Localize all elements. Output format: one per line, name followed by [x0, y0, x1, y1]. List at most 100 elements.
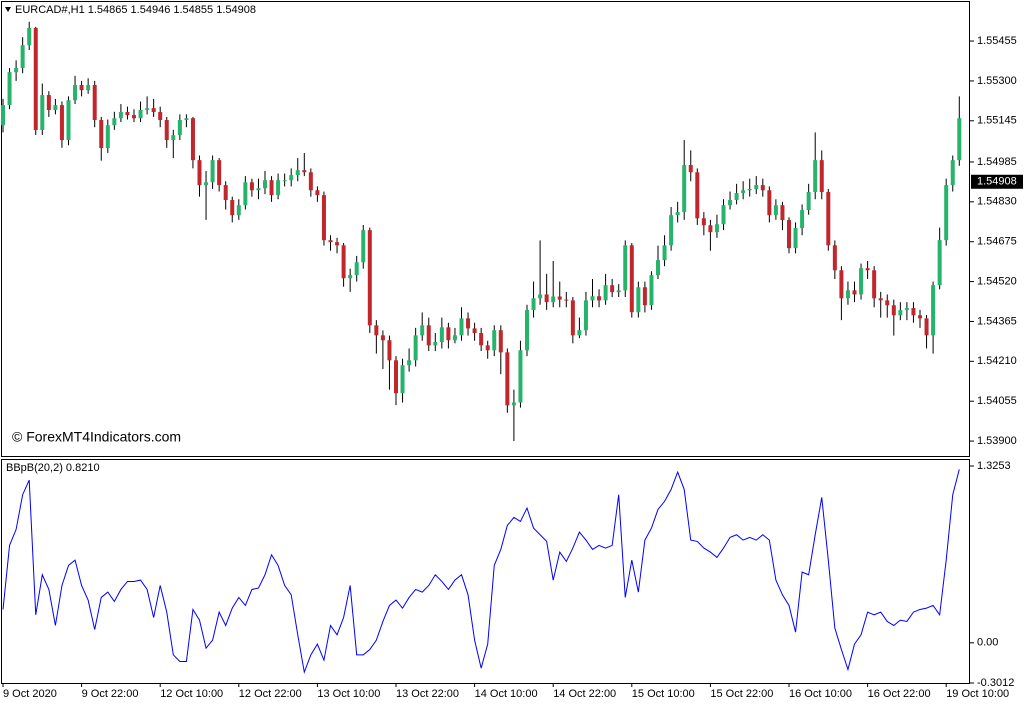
- candle-body: [387, 340, 392, 361]
- x-tick-label: 12 Oct 10:00: [160, 688, 223, 700]
- candle-body: [138, 109, 143, 119]
- candle-body: [184, 118, 189, 121]
- candle-body: [263, 180, 267, 189]
- candle-body: [813, 160, 818, 193]
- candle-body: [125, 112, 130, 116]
- candle-body: [701, 218, 706, 226]
- candle-body: [295, 170, 300, 176]
- candle-body: [256, 188, 261, 191]
- y-tick-label: 0.00: [977, 637, 998, 649]
- candle-body: [826, 192, 831, 246]
- y-tick-label: 1.53900: [977, 435, 1017, 447]
- y-tick-label: 1.54830: [977, 196, 1017, 208]
- candle-body: [20, 45, 25, 69]
- candle-body: [289, 175, 294, 181]
- candle-body: [904, 308, 909, 311]
- candle-body: [957, 118, 962, 161]
- x-tick-label: 13 Oct 10:00: [317, 688, 380, 700]
- candle-body: [321, 195, 326, 241]
- candle-body: [361, 230, 366, 263]
- candle-body: [459, 318, 464, 336]
- candle-body: [151, 108, 156, 113]
- candle-body: [773, 205, 778, 216]
- candle-body: [852, 290, 857, 295]
- candle-body: [158, 112, 163, 121]
- y-tick-label: 1.54520: [977, 275, 1017, 287]
- candle-body: [865, 268, 870, 271]
- candle-body: [498, 330, 503, 353]
- y-tick-label: 1.54210: [977, 355, 1017, 367]
- candle-body: [7, 72, 12, 106]
- candle-body: [760, 185, 765, 191]
- candle-body: [564, 299, 569, 301]
- candle-body: [472, 328, 477, 334]
- candle-body: [721, 205, 726, 225]
- candle-body: [911, 308, 916, 316]
- candle-body: [695, 172, 700, 219]
- candle-body: [531, 298, 536, 311]
- candle-body: [577, 330, 582, 336]
- price-panel: [1, 1, 970, 457]
- candle-body: [741, 190, 746, 194]
- candle-body: [243, 182, 248, 206]
- x-tick-label: 14 Oct 10:00: [475, 688, 538, 700]
- candle-body: [164, 120, 169, 141]
- x-tick-label: 15 Oct 22:00: [710, 688, 773, 700]
- candle-body: [145, 108, 150, 110]
- y-tick-label: 1.54675: [977, 236, 1017, 248]
- indicator-line: [2, 469, 960, 675]
- candle-body: [649, 275, 654, 306]
- candle-body: [354, 262, 359, 276]
- candle-body: [99, 120, 104, 149]
- x-tick-label: 12 Oct 22:00: [239, 688, 302, 700]
- candle-body: [341, 245, 346, 279]
- candle-body: [197, 160, 202, 186]
- candle-body: [190, 118, 195, 161]
- candle-body: [374, 325, 379, 336]
- candle-body: [931, 285, 936, 336]
- candle-body: [479, 333, 484, 346]
- candle-body: [33, 27, 38, 131]
- candle-body: [806, 192, 811, 211]
- candle-body: [819, 160, 824, 193]
- candle-body: [105, 125, 110, 149]
- candle-body: [1, 105, 5, 126]
- candle-body: [40, 95, 45, 131]
- candle-body: [86, 85, 91, 91]
- candle-body: [918, 315, 922, 319]
- y-tick-label: 1.54055: [977, 395, 1017, 407]
- candle-body: [466, 318, 471, 329]
- candle-body: [413, 335, 418, 361]
- current-price-box: [971, 174, 1023, 189]
- candle-body: [937, 240, 942, 286]
- candle-body: [728, 200, 733, 206]
- candle-body: [46, 95, 51, 110]
- candle-body: [452, 335, 457, 341]
- candle-body: [754, 185, 759, 189]
- candle-body: [236, 205, 241, 216]
- candle-body: [249, 182, 254, 191]
- candle-body: [367, 230, 372, 326]
- candle-body: [525, 310, 529, 351]
- candle-body: [400, 365, 405, 394]
- x-tick-label: 16 Oct 22:00: [868, 688, 931, 700]
- candle-body: [714, 224, 719, 233]
- candle-body: [787, 220, 791, 249]
- candle-body: [872, 270, 877, 299]
- candle-body: [433, 342, 438, 346]
- candle-body: [439, 327, 444, 343]
- y-tick-label: 1.55145: [977, 115, 1017, 127]
- candle-body: [662, 245, 667, 261]
- indicator-panel: [1, 459, 970, 684]
- candle-body: [14, 68, 19, 73]
- candle-body: [505, 352, 510, 406]
- candle-body: [583, 300, 588, 331]
- candle-body: [570, 300, 575, 336]
- candle-body: [276, 180, 281, 196]
- x-tick-label: 16 Oct 10:00: [789, 688, 852, 700]
- candle-body: [675, 212, 680, 216]
- candle-body: [171, 135, 176, 141]
- candle-body: [878, 298, 883, 301]
- candle-body: [420, 325, 425, 336]
